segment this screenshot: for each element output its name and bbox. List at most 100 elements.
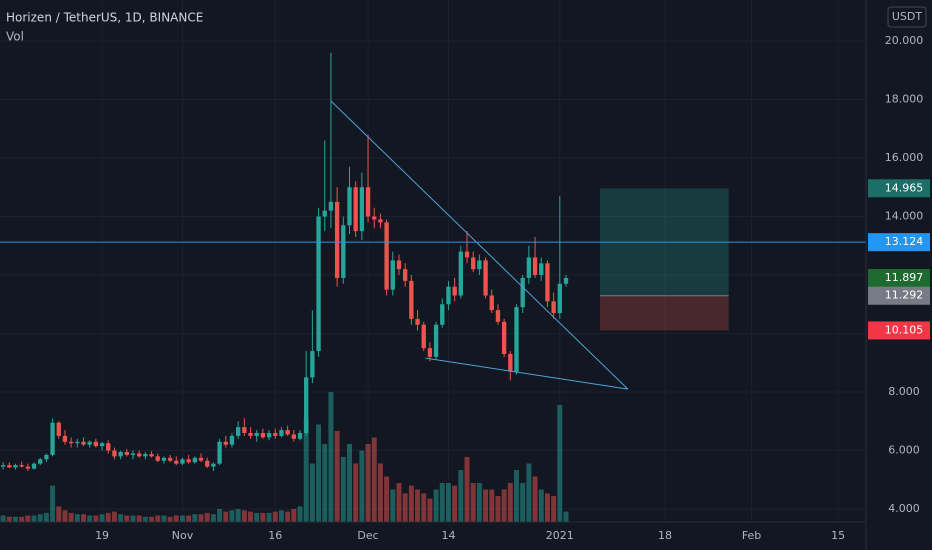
currency-box[interactable]: [887, 6, 927, 28]
candle-body: [118, 451, 123, 457]
candle-body: [186, 459, 191, 463]
candle-body: [62, 435, 68, 442]
candle-body: [99, 443, 105, 447]
candle-body: [539, 263, 544, 276]
volume-bar: [241, 510, 247, 522]
volume-bar: [390, 489, 396, 522]
candle-body: [81, 441, 86, 445]
currency[interactable]: USDT: [892, 10, 923, 23]
candle-body: [38, 459, 43, 464]
candle-body: [446, 286, 451, 305]
candle-body: [433, 324, 439, 357]
target-label: 14.965: [885, 181, 924, 194]
candle-body: [75, 441, 80, 444]
candle-body: [254, 432, 259, 436]
volume-bar: [316, 424, 322, 522]
volume-bar: [322, 444, 328, 522]
candle-body: [124, 451, 129, 455]
candle-body: [229, 435, 235, 445]
candle-body: [390, 260, 395, 290]
volume-bar: [50, 485, 56, 522]
x-tick-label: Nov: [172, 529, 194, 542]
volume-bar: [427, 498, 433, 522]
candle-body: [532, 257, 538, 276]
volume-bar: [347, 444, 352, 522]
candle-body: [316, 216, 321, 352]
volume-bar: [489, 489, 495, 522]
candle-body: [322, 210, 327, 217]
volume-bar: [520, 483, 526, 522]
candle-body: [19, 465, 24, 467]
candle-body: [409, 280, 414, 319]
candle-body: [514, 307, 519, 372]
candle-body: [44, 454, 49, 460]
volume-bar: [272, 511, 278, 522]
candle-body: [143, 454, 148, 457]
candle-body: [223, 441, 228, 445]
volume-bar: [173, 515, 179, 522]
volume-bar: [223, 511, 229, 522]
candle-body: [421, 324, 426, 349]
candle-body: [273, 432, 278, 436]
candle-body: [477, 260, 482, 270]
volume-bar: [19, 516, 25, 522]
candle-body: [304, 377, 309, 433]
volume-bar: [495, 496, 501, 522]
volume-bar: [371, 437, 377, 522]
y-tick-label: 8.000: [888, 385, 920, 398]
candle-body: [440, 304, 445, 325]
volume-bar: [25, 515, 31, 522]
candle-body: [235, 427, 241, 436]
candle-body: [205, 460, 210, 467]
volume-bar: [12, 516, 18, 522]
candle-body: [396, 260, 402, 270]
candle-body: [427, 348, 433, 357]
volume-bar: [99, 514, 105, 522]
volume-bar: [297, 506, 303, 522]
candle-body: [7, 465, 12, 468]
volume-bar: [105, 512, 111, 522]
candle-body: [334, 201, 340, 278]
x-tick-label: 18: [658, 529, 672, 542]
volume-bar: [130, 515, 136, 522]
candle-body: [310, 351, 315, 378]
candle-body: [174, 460, 179, 464]
volume-bar: [111, 511, 117, 522]
volume-bar: [93, 515, 99, 522]
candle-body: [458, 251, 464, 296]
stop-zone: [600, 295, 729, 331]
volume-bar: [81, 514, 86, 522]
candle-body: [242, 427, 247, 433]
volume-bar: [43, 512, 49, 522]
candle-body: [0, 465, 6, 467]
candle-body: [266, 432, 272, 438]
volume-bar: [507, 483, 513, 522]
candle-body: [87, 441, 92, 445]
volume-bar: [563, 511, 569, 522]
x-tick-label: 16: [268, 529, 282, 542]
candle-body: [167, 457, 173, 461]
volume-bar: [217, 509, 223, 522]
volume-bar: [210, 514, 216, 522]
candle-body: [161, 457, 167, 461]
volume-bar: [458, 470, 464, 522]
candle-body: [149, 454, 154, 457]
candle-body: [137, 453, 142, 457]
volume-bar: [161, 515, 167, 522]
current-price-label: 11.897: [885, 271, 924, 284]
candle-body: [25, 466, 31, 469]
candle-body: [328, 201, 334, 211]
x-tick-label: 19: [95, 529, 109, 542]
candle-body: [365, 187, 371, 217]
volume-bar: [229, 510, 235, 522]
volume-bar: [557, 405, 563, 522]
volume-bar: [402, 493, 408, 522]
x-tick-label: Dec: [357, 529, 378, 542]
candle-body: [501, 321, 507, 354]
volume-bar: [396, 483, 402, 522]
volume-bar: [142, 516, 148, 522]
candle-body: [297, 432, 303, 439]
candle-body: [279, 430, 284, 436]
candle-body: [155, 456, 160, 461]
